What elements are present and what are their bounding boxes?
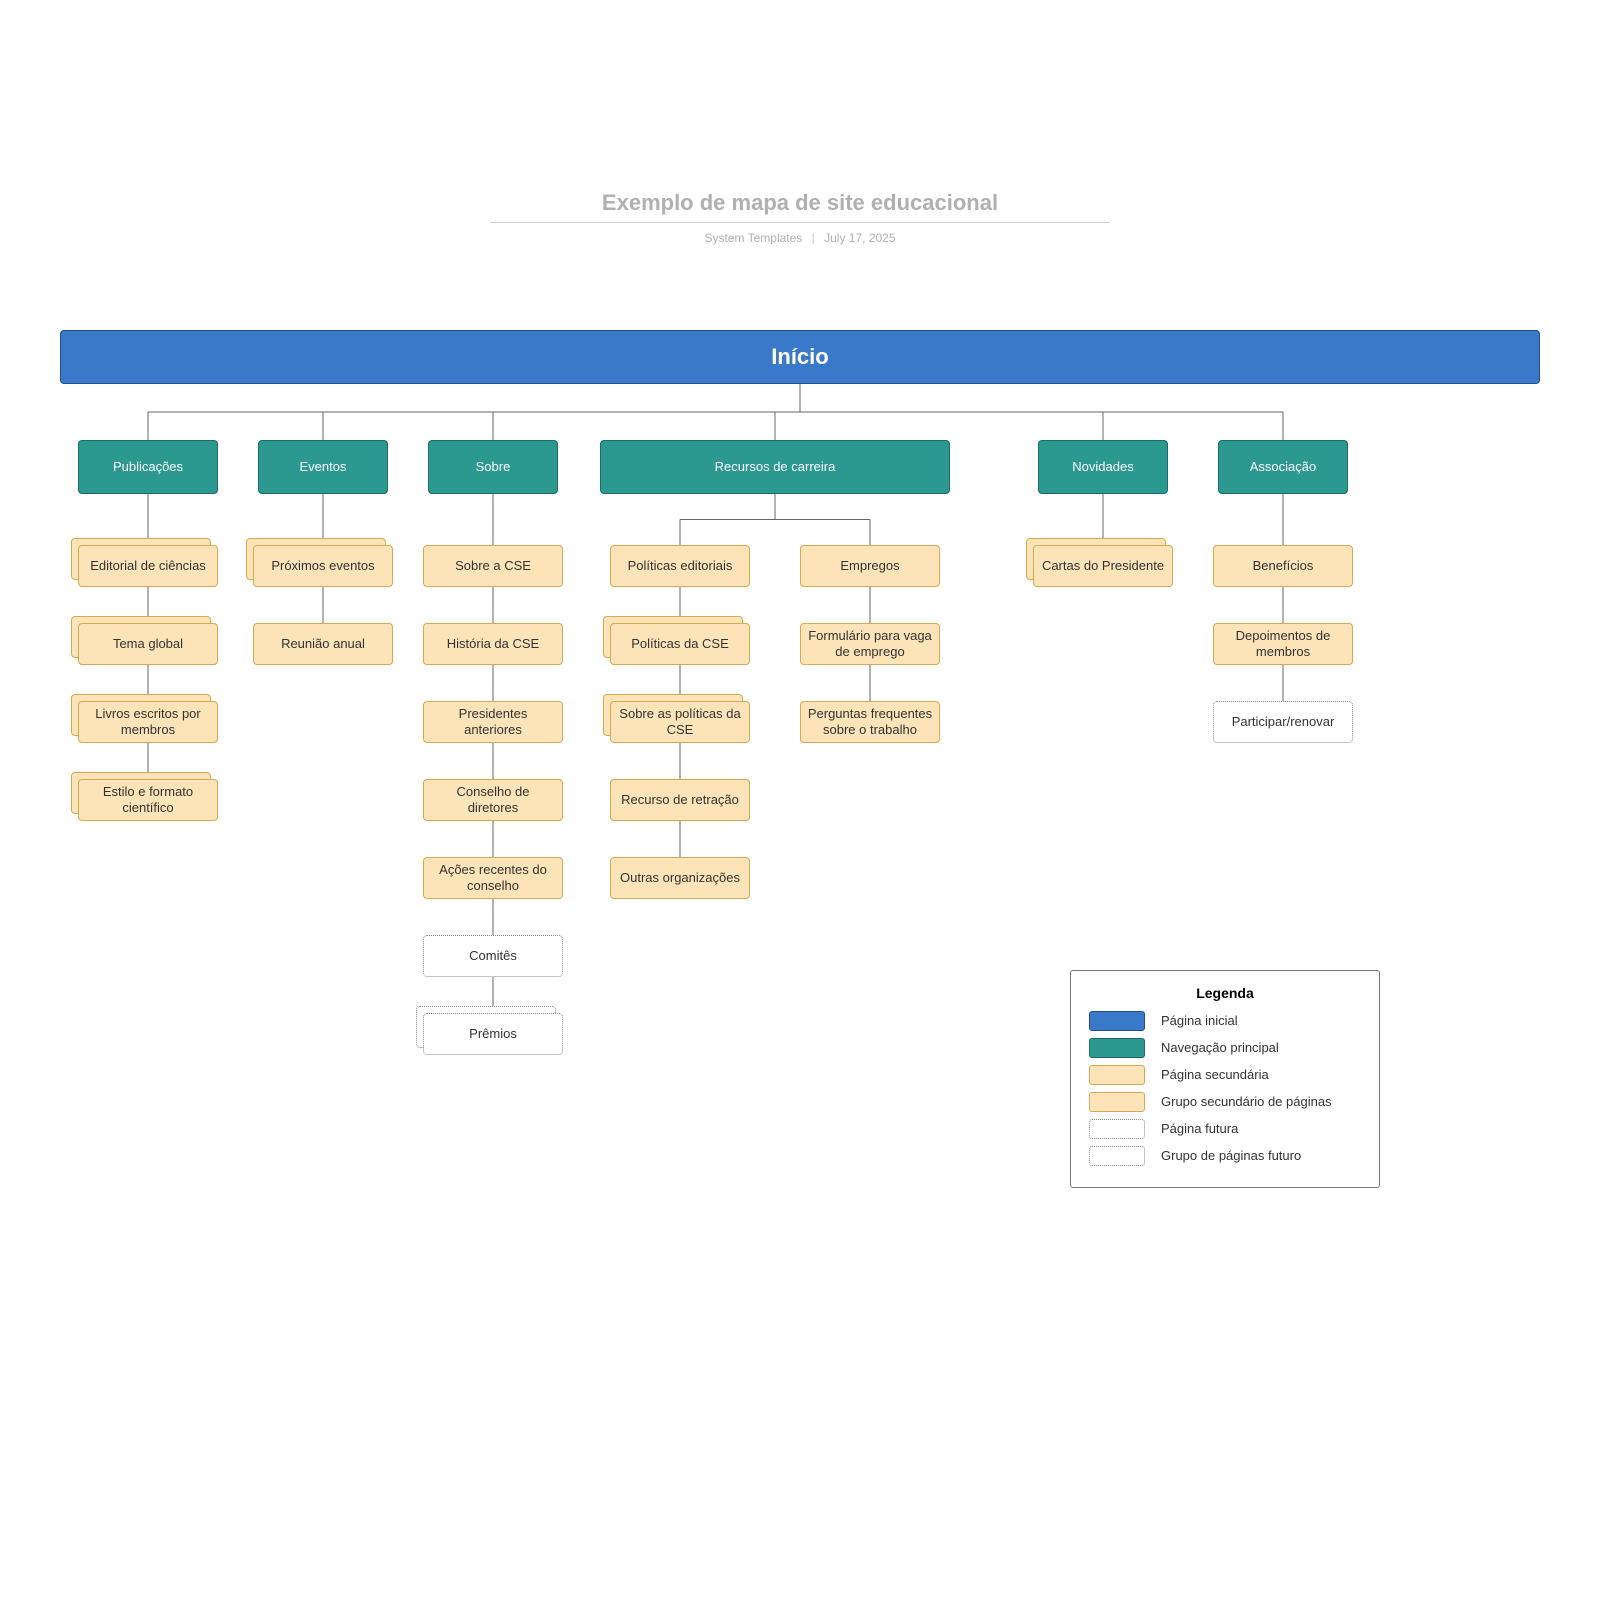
legend-swatch-root bbox=[1089, 1011, 1145, 1031]
legend-label-root: Página inicial bbox=[1161, 1013, 1238, 1029]
main-novidades: Novidades bbox=[1038, 440, 1168, 494]
root-node: Início bbox=[60, 330, 1540, 384]
main-eventos: Eventos bbox=[258, 440, 388, 494]
legend-swatch-dotted bbox=[1089, 1119, 1145, 1139]
legend-label-dotted_stack: Grupo de páginas futuro bbox=[1161, 1148, 1301, 1164]
sec-publicacoes-0: Editorial de ciências bbox=[78, 545, 218, 587]
legend-row-sec: Página secundária bbox=[1089, 1065, 1361, 1085]
title-block: Exemplo de mapa de site educacional Syst… bbox=[490, 190, 1110, 245]
sec-sobre-4: Ações recentes do conselho bbox=[423, 857, 563, 899]
sec-sobre-0: Sobre a CSE bbox=[423, 545, 563, 587]
legend-row-root: Página inicial bbox=[1089, 1011, 1361, 1031]
diagram-subtitle: System Templates | July 17, 2025 bbox=[490, 231, 1110, 245]
sec-recursos-2: Sobre as políticas da CSE bbox=[610, 701, 750, 743]
sec-recursos-1: Formulário para vaga de emprego bbox=[800, 623, 940, 665]
legend-label-sec: Página secundária bbox=[1161, 1067, 1269, 1083]
sec-recursos-4: Outras organizações bbox=[610, 857, 750, 899]
sec-sobre-1: História da CSE bbox=[423, 623, 563, 665]
subtitle-date: July 17, 2025 bbox=[824, 231, 895, 245]
legend-row-sec_stack: Grupo secundário de páginas bbox=[1089, 1092, 1361, 1112]
sec-sobre-3: Conselho de diretores bbox=[423, 779, 563, 821]
main-associacao: Associação bbox=[1218, 440, 1348, 494]
sec-recursos-2: Perguntas frequentes sobre o trabalho bbox=[800, 701, 940, 743]
main-recursos: Recursos de carreira bbox=[600, 440, 950, 494]
legend: Legenda Página inicial Navegação principa… bbox=[1070, 970, 1380, 1188]
sec-novidades-0: Cartas do Presidente bbox=[1033, 545, 1173, 587]
sec-eventos-1: Reunião anual bbox=[253, 623, 393, 665]
legend-swatch-sec_stack bbox=[1089, 1092, 1145, 1112]
legend-label-sec_stack: Grupo secundário de páginas bbox=[1161, 1094, 1332, 1110]
legend-title: Legenda bbox=[1089, 985, 1361, 1001]
subtitle-author: System Templates bbox=[704, 231, 802, 245]
sec-sobre-6: Prêmios bbox=[423, 1013, 563, 1055]
legend-swatch-sec bbox=[1089, 1065, 1145, 1085]
legend-row-dotted: Página futura bbox=[1089, 1119, 1361, 1139]
diagram-title: Exemplo de mapa de site educacional bbox=[490, 190, 1110, 223]
sec-publicacoes-3: Estilo e formato científico bbox=[78, 779, 218, 821]
legend-swatch-dotted_stack bbox=[1089, 1146, 1145, 1166]
sec-sobre-5: Comitês bbox=[423, 935, 563, 977]
sec-associacao-0: Benefícios bbox=[1213, 545, 1353, 587]
sec-publicacoes-1: Tema global bbox=[78, 623, 218, 665]
main-sobre: Sobre bbox=[428, 440, 558, 494]
sec-publicacoes-2: Livros escritos por membros bbox=[78, 701, 218, 743]
legend-row-dotted_stack: Grupo de páginas futuro bbox=[1089, 1146, 1361, 1166]
sec-associacao-1: Depoimentos de membros bbox=[1213, 623, 1353, 665]
legend-label-main: Navegação principal bbox=[1161, 1040, 1279, 1056]
sec-sobre-2: Presidentes anteriores bbox=[423, 701, 563, 743]
sec-recursos-0: Empregos bbox=[800, 545, 940, 587]
legend-swatch-main bbox=[1089, 1038, 1145, 1058]
legend-label-dotted: Página futura bbox=[1161, 1121, 1238, 1137]
legend-row-main: Navegação principal bbox=[1089, 1038, 1361, 1058]
main-publicacoes: Publicações bbox=[78, 440, 218, 494]
sec-eventos-0: Próximos eventos bbox=[253, 545, 393, 587]
subtitle-separator: | bbox=[812, 231, 815, 245]
sec-associacao-2: Participar/renovar bbox=[1213, 701, 1353, 743]
sec-recursos-3: Recurso de retração bbox=[610, 779, 750, 821]
sec-recursos-0: Políticas editoriais bbox=[610, 545, 750, 587]
sec-recursos-1: Políticas da CSE bbox=[610, 623, 750, 665]
